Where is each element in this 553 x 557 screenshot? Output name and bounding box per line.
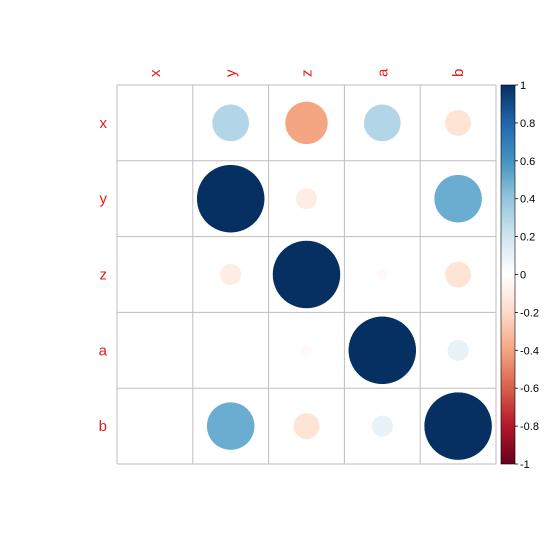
grid-layer xyxy=(116,84,497,465)
corr-circle-b-b xyxy=(423,391,493,461)
corr-circle-x-y xyxy=(211,104,250,142)
corr-circle-y-z xyxy=(295,187,318,210)
colorbar-tick-label: -0.4 xyxy=(520,345,539,357)
corr-circle-y-b xyxy=(433,174,483,223)
colorbar-tick-label: 0.4 xyxy=(520,194,535,206)
corr-circle-z-a xyxy=(376,268,389,281)
corr-circle-b-a xyxy=(371,415,394,438)
row-label-z: z xyxy=(100,267,108,284)
colorbar-tick-label: 1 xyxy=(520,80,526,92)
row-label-a: a xyxy=(99,342,108,359)
row-label-y: y xyxy=(100,191,108,208)
col-label-z: z xyxy=(299,70,316,78)
corr-circle-x-b xyxy=(444,109,472,137)
row-label-b: b xyxy=(99,418,107,435)
corr-circle-z-b xyxy=(444,261,472,288)
colorbar-tick-label: 0.2 xyxy=(520,232,535,244)
colorbar-tick-label: -1 xyxy=(520,459,530,471)
col-label-b: b xyxy=(450,69,467,77)
corr-circle-a-b xyxy=(447,339,470,362)
corr-circle-z-y xyxy=(219,263,242,286)
corr-circle-b-y xyxy=(206,401,255,451)
corr-circle-b-z xyxy=(293,412,320,440)
circle-layer xyxy=(196,101,493,461)
colorbar-tick-label: -0.8 xyxy=(520,421,539,433)
col-label-a: a xyxy=(374,68,391,77)
colorbar-tick-label: 0.8 xyxy=(520,118,535,130)
colorbar-tick-label: -0.6 xyxy=(520,383,539,395)
col-label-y: y xyxy=(223,69,240,77)
colorbar-tick-label: 0 xyxy=(520,270,526,282)
corr-circle-z-z xyxy=(272,240,341,309)
colorbar: 1 0.8 0.6 0.4 0.2 0 -0.2 -0.4 -0.6 -0.8 -1 xyxy=(500,80,539,471)
colorbar-tick-label: -0.2 xyxy=(520,307,539,319)
corr-circle-a-a xyxy=(348,316,417,385)
row-label-x: x xyxy=(100,115,108,132)
corr-circle-x-a xyxy=(363,104,402,142)
colorbar-gradient xyxy=(500,84,516,465)
col-label-x: x xyxy=(147,69,164,77)
corr-circle-x-z xyxy=(284,101,329,145)
corr-circle-a-z xyxy=(300,344,313,357)
corr-circle-y-y xyxy=(196,164,265,233)
label-layer: x y z a b x y z a b xyxy=(99,68,467,435)
colorbar-tick-label: 0.6 xyxy=(520,156,535,168)
